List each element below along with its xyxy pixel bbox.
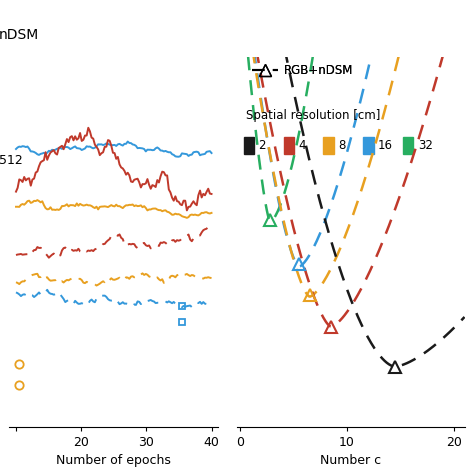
FancyBboxPatch shape: [363, 137, 374, 154]
FancyBboxPatch shape: [403, 137, 413, 154]
Text: Spatial resolution [cm]: Spatial resolution [cm]: [246, 109, 381, 122]
Text: 16: 16: [378, 139, 393, 152]
Text: 512: 512: [0, 154, 23, 167]
Text: nDSM: nDSM: [0, 28, 39, 42]
X-axis label: Number of epochs: Number of epochs: [56, 454, 171, 467]
Text: 8: 8: [338, 139, 346, 152]
Text: 2: 2: [259, 139, 266, 152]
Text: 4: 4: [299, 139, 306, 152]
Legend: RGB+nDSM: RGB+nDSM: [247, 59, 358, 82]
X-axis label: Number c: Number c: [320, 454, 381, 467]
FancyBboxPatch shape: [283, 137, 294, 154]
Text: 32: 32: [418, 139, 433, 152]
FancyBboxPatch shape: [244, 137, 254, 154]
FancyBboxPatch shape: [323, 137, 334, 154]
